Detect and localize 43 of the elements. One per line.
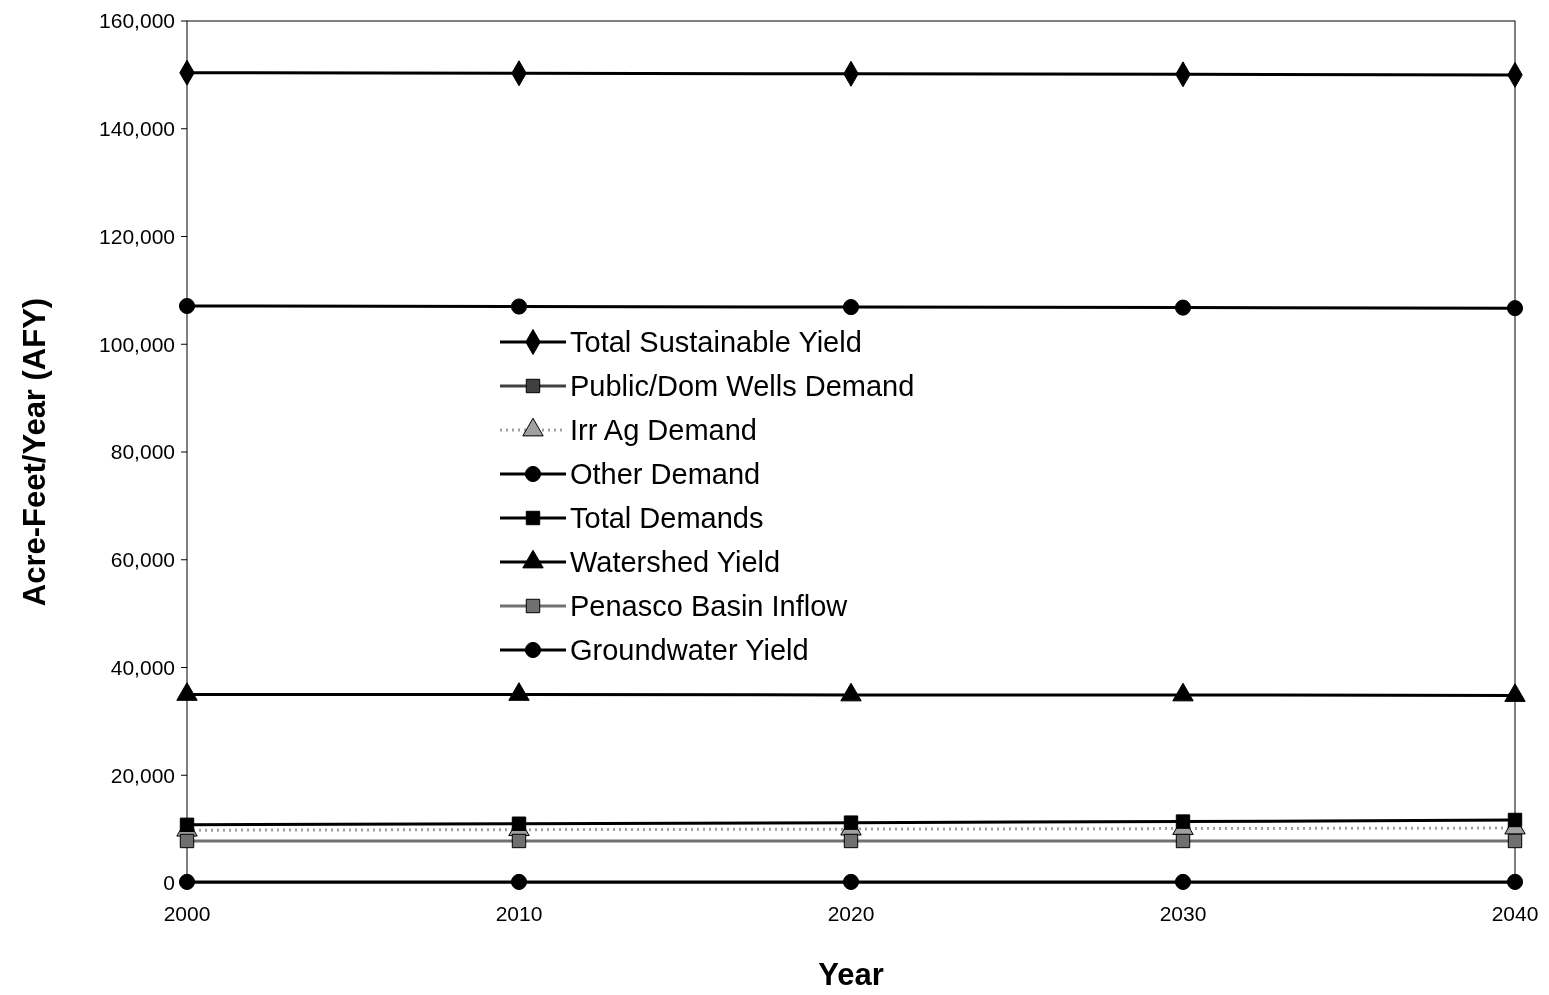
- point: [1506, 873, 1524, 890]
- point: [842, 299, 860, 316]
- point: [1506, 300, 1524, 317]
- x-tick-label: 2030: [1159, 902, 1207, 925]
- y-tick-label: 60,000: [110, 548, 175, 572]
- legend-label: Watershed Yield: [570, 546, 781, 579]
- point: [510, 298, 528, 315]
- point: [511, 816, 527, 831]
- point: [843, 815, 859, 830]
- y-tick-label: 20,000: [110, 763, 175, 787]
- y-tick-label: 100,000: [99, 332, 175, 356]
- point: [1174, 873, 1192, 890]
- point: [1507, 812, 1523, 828]
- legend-label: Penasco Basin Inflow: [570, 590, 849, 623]
- point: [178, 297, 196, 315]
- y-tick-label: 80,000: [110, 440, 175, 464]
- x-tick-label: 2000: [163, 902, 211, 925]
- y-tick-label: 140,000: [99, 117, 175, 141]
- x-axis-title: Year: [818, 957, 884, 992]
- legend-label: Total Demands: [570, 502, 764, 535]
- point: [1174, 299, 1192, 316]
- point: [178, 873, 196, 890]
- legend-label: Irr Ag Demand: [570, 414, 757, 447]
- point: [511, 833, 527, 849]
- point: [179, 833, 195, 849]
- point: [1175, 833, 1191, 849]
- point: [1175, 814, 1191, 829]
- x-tick-label: 2020: [827, 902, 875, 925]
- y-tick-label: 40,000: [110, 655, 175, 679]
- x-tick-label: 2010: [495, 902, 543, 925]
- legend-label: Groundwater Yield: [570, 634, 809, 667]
- point: [843, 833, 859, 849]
- x-tick-label: 2040: [1491, 902, 1539, 925]
- point: [1507, 833, 1523, 849]
- y-tick-label: 0: [163, 871, 175, 895]
- point: [510, 873, 528, 890]
- y-tick-label: 160,000: [99, 9, 175, 33]
- y-tick-label: 120,000: [99, 224, 175, 248]
- point: [842, 873, 860, 890]
- legend-label: Public/Dom Wells Demand: [570, 370, 915, 403]
- legend-label: Total Sustainable Yield: [570, 326, 862, 359]
- legend-label: Other Demand: [570, 458, 761, 491]
- y-axis-title: Acre-Feet/Year (AFY): [17, 297, 52, 607]
